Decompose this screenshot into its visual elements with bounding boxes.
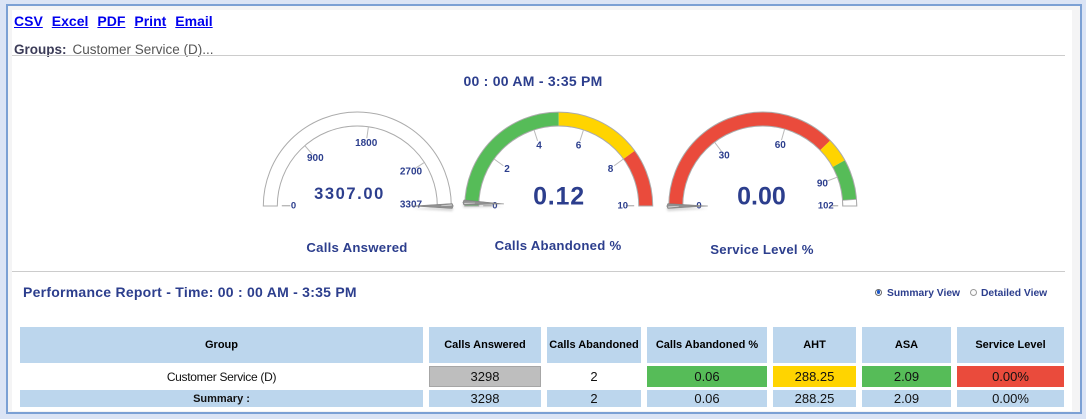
svg-text:3307.00: 3307.00 [314,185,385,203]
svg-text:2: 2 [504,164,510,175]
svg-text:900: 900 [307,153,324,164]
svg-text:90: 90 [817,178,829,189]
svg-text:4: 4 [536,141,542,152]
svg-text:1800: 1800 [355,138,378,149]
svg-text:30: 30 [719,150,731,161]
svg-text:8: 8 [608,164,614,175]
svg-text:0: 0 [492,200,497,211]
svg-text:6: 6 [576,141,582,152]
svg-text:10: 10 [618,200,629,211]
svg-text:2700: 2700 [400,167,423,178]
svg-text:3307: 3307 [400,200,423,211]
svg-text:0.00: 0.00 [737,183,786,211]
svg-text:60: 60 [775,140,787,151]
svg-text:0: 0 [291,200,296,211]
svg-text:0.12: 0.12 [533,183,585,211]
svg-text:102: 102 [818,200,834,211]
